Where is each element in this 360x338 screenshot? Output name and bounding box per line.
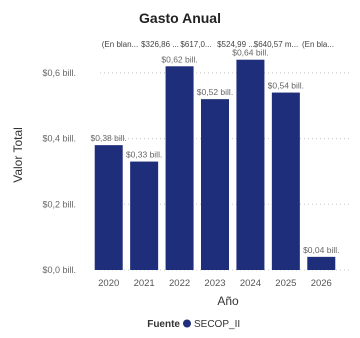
x-tick-label: 2023 bbox=[204, 278, 225, 289]
y-tick-label: $0,6 bill. bbox=[42, 68, 76, 78]
x-tick-label: 2026 bbox=[311, 278, 332, 289]
bar-data-label: $0,62 bill. bbox=[161, 54, 197, 64]
y-tick-label: $0,4 bill. bbox=[42, 134, 76, 144]
x-tick-label: 2025 bbox=[275, 278, 296, 289]
x-axis-title: Año bbox=[217, 294, 239, 308]
x-tick-label: 2021 bbox=[134, 278, 155, 289]
y-tick-label: $0,2 bill. bbox=[42, 199, 76, 209]
bar-2024 bbox=[236, 59, 265, 270]
top-label: $640,57 m... bbox=[254, 40, 298, 49]
bar-data-label: $0,64 bill. bbox=[232, 48, 268, 58]
bar-2021 bbox=[130, 161, 159, 270]
top-label: (En bla... bbox=[302, 40, 334, 49]
bar-data-label: $0,38 bill. bbox=[91, 133, 127, 143]
bar-data-label: $0,54 bill. bbox=[268, 81, 304, 91]
y-axis-title: Valor Total bbox=[11, 127, 25, 183]
bar-2020 bbox=[94, 145, 123, 270]
x-tick-label: 2022 bbox=[169, 278, 190, 289]
legend-title: Fuente bbox=[147, 319, 180, 330]
bar-2022 bbox=[165, 66, 194, 271]
bar-data-label: $0,52 bill. bbox=[197, 87, 233, 97]
bar-data-label: $0,33 bill. bbox=[126, 150, 162, 160]
legend-swatch bbox=[183, 319, 191, 328]
top-label: $524,99 ... bbox=[217, 40, 255, 49]
x-tick-label: 2024 bbox=[240, 278, 261, 289]
chart-title: Gasto Anual bbox=[139, 10, 221, 26]
top-label: $617,0... bbox=[180, 40, 211, 49]
top-label: (En blan... bbox=[102, 40, 138, 49]
bar-2025 bbox=[271, 92, 300, 270]
top-label: $326,86 ... bbox=[141, 40, 179, 49]
bar-data-label: $0,04 bill. bbox=[303, 245, 339, 255]
bar-2026 bbox=[307, 256, 336, 270]
y-tick-label: $0,0 bill. bbox=[42, 265, 76, 275]
legend-label: SECOP_II bbox=[194, 319, 240, 330]
bar-2023 bbox=[201, 99, 229, 271]
x-tick-label: 2020 bbox=[98, 278, 119, 289]
